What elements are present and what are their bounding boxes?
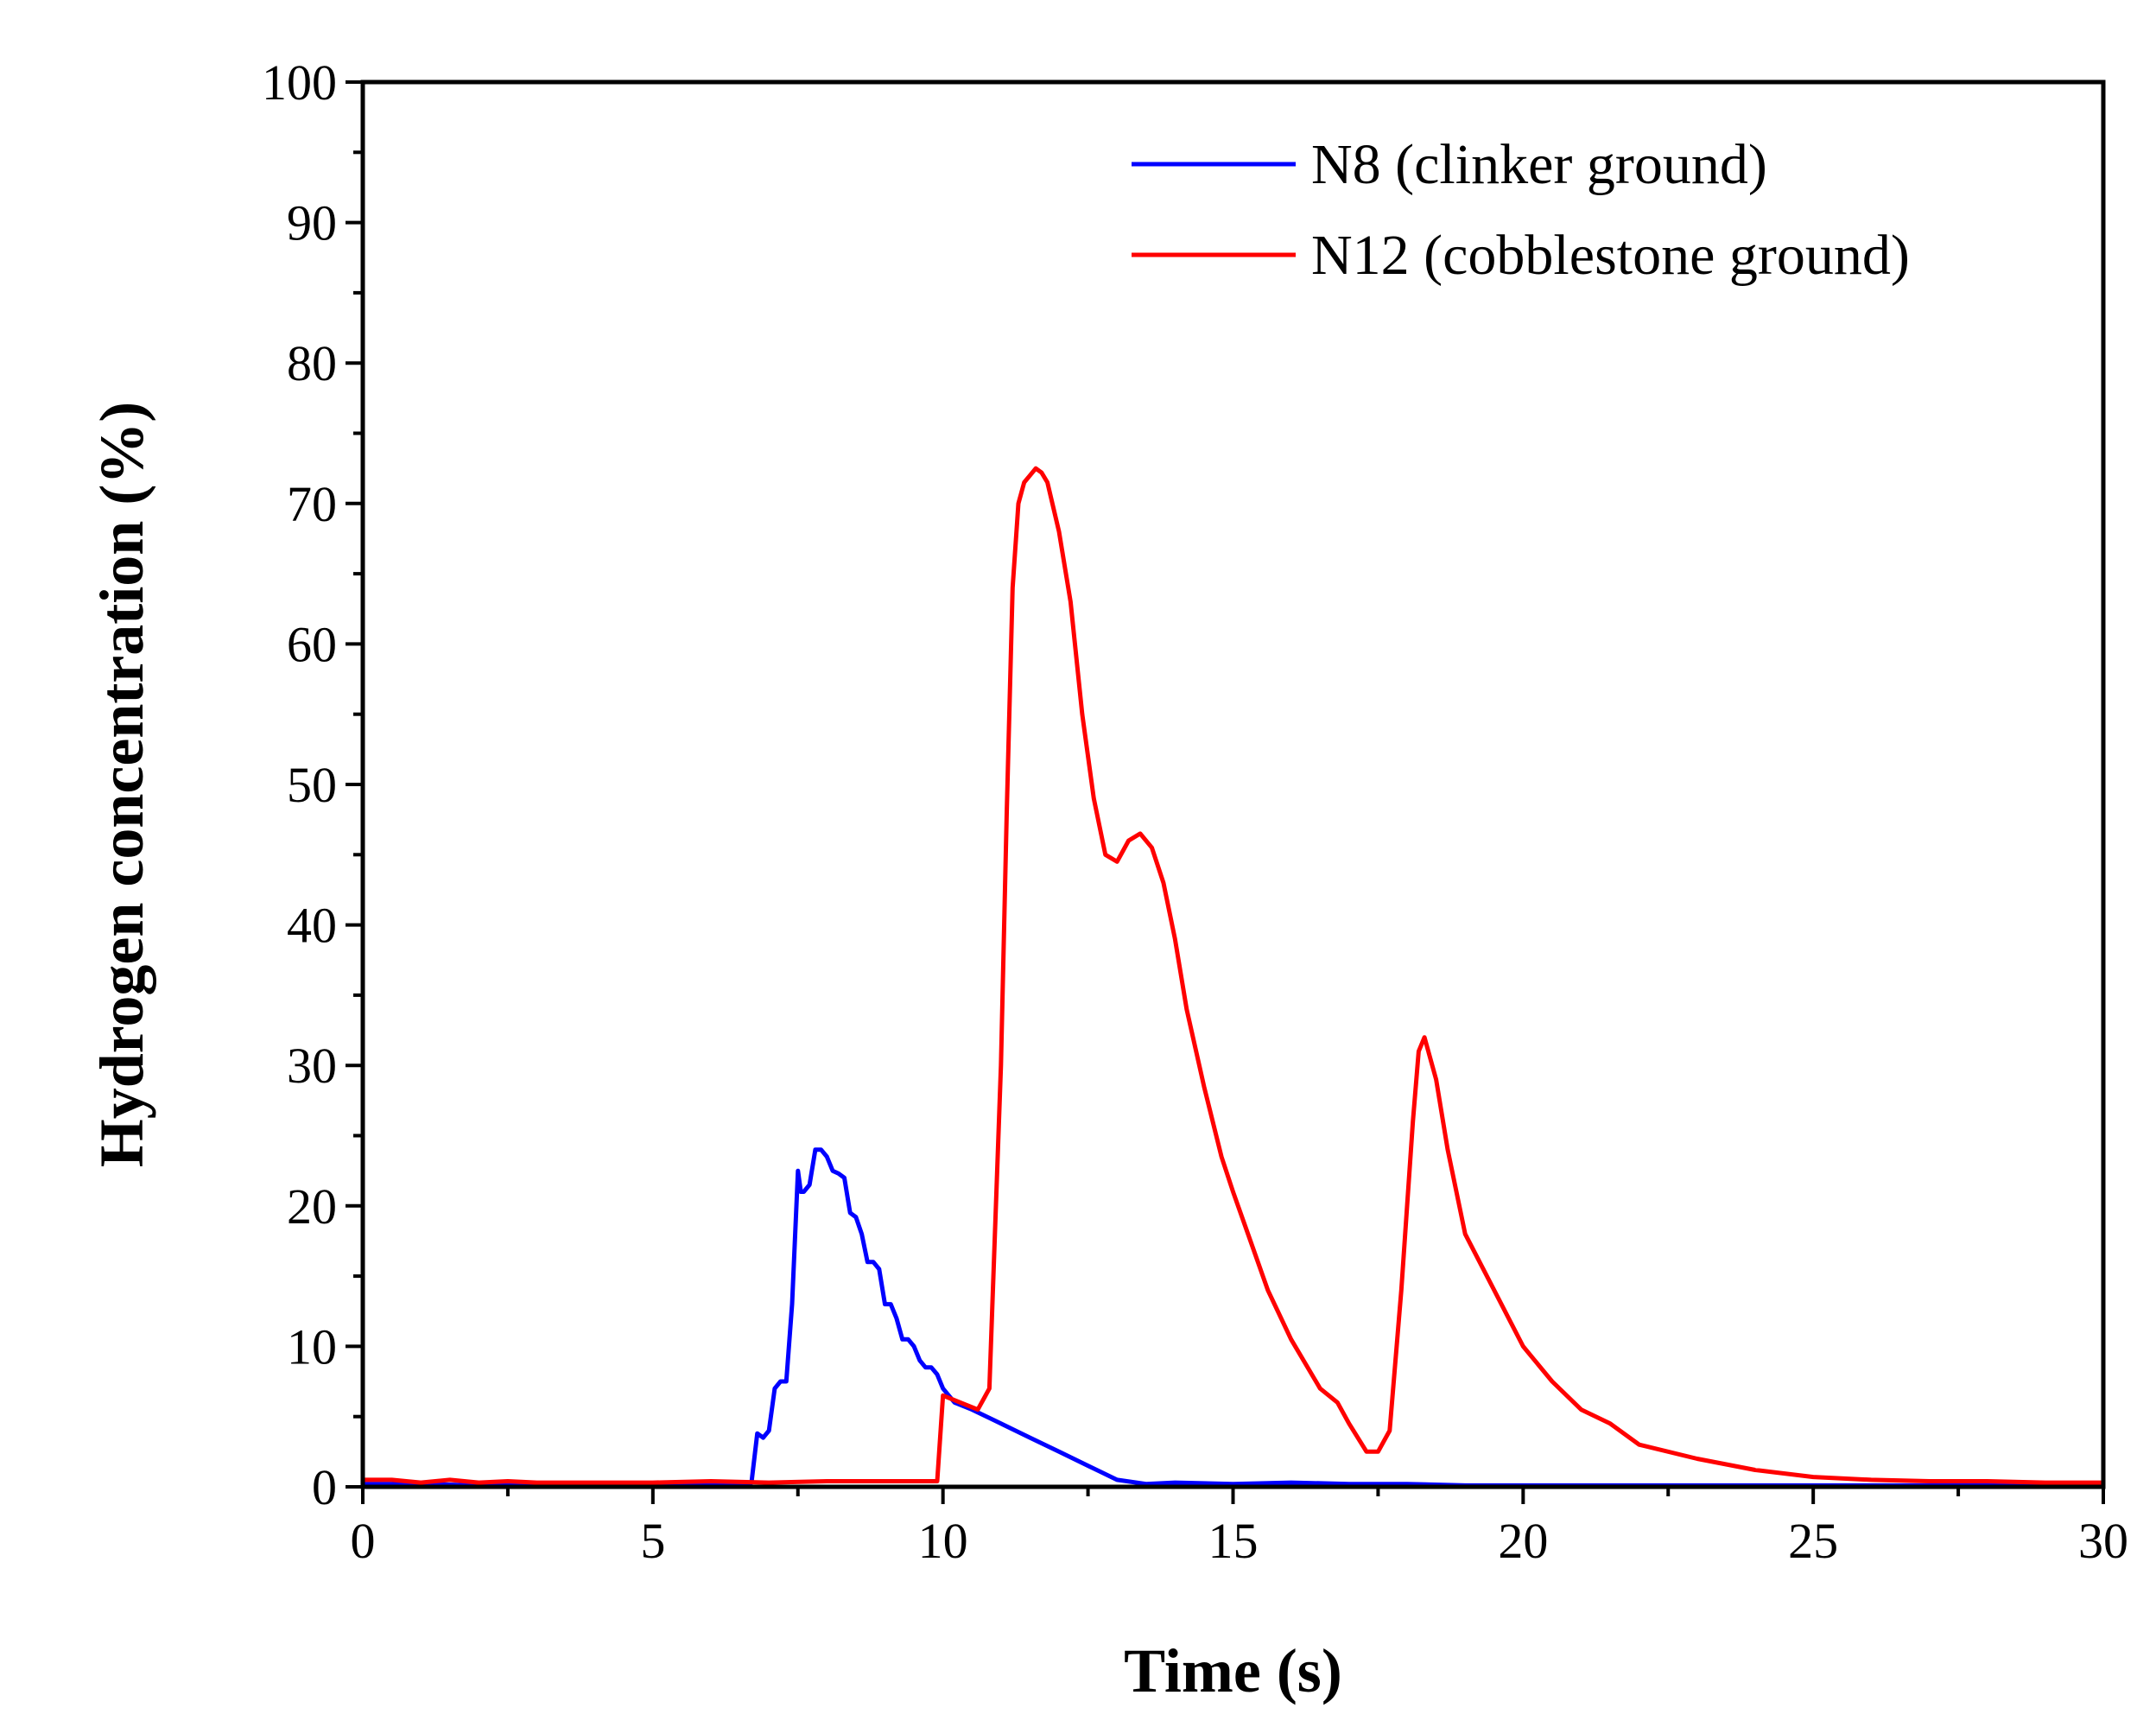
legend-label: N12 (cobblestone ground) [1311, 224, 1910, 287]
x-axis-title: Time (s) [1124, 1636, 1342, 1705]
x-axis: 0 5 10 15 20 25 30 [351, 1487, 2128, 1569]
y-tick-label: 50 [287, 757, 337, 813]
x-tick-label: 10 [918, 1513, 968, 1569]
series-line-1 [360, 1147, 2106, 1488]
legend-label: N8 (clinker ground) [1311, 133, 1767, 196]
x-tick-label: 0 [351, 1513, 376, 1569]
y-tick-label: 60 [287, 616, 337, 672]
plot-frame [360, 79, 2106, 1489]
y-tick-label: 90 [287, 195, 337, 251]
legend: N8 (clinker ground) N12 (cobblestone grou… [1132, 133, 1910, 287]
y-tick-label: 40 [287, 898, 337, 954]
y-tick-label: 70 [287, 476, 337, 532]
x-tick-label: 20 [1498, 1513, 1548, 1569]
plot-lines [360, 466, 2106, 1488]
y-axis-title: Hydrogen concentration (%) [87, 402, 156, 1168]
y-tick-label: 80 [287, 335, 337, 391]
y-tick-label: 20 [287, 1178, 337, 1235]
series-line-2 [360, 466, 2106, 1485]
x-tick-label: 25 [1788, 1513, 1838, 1569]
y-tick-label: 10 [287, 1318, 337, 1375]
x-tick-label: 30 [2078, 1513, 2128, 1569]
y-axis: 0 10 20 30 40 50 60 70 80 90 100 [262, 54, 363, 1515]
x-tick-label: 15 [1208, 1513, 1259, 1569]
y-tick-label: 0 [312, 1459, 337, 1515]
y-tick-label: 30 [287, 1038, 337, 1094]
y-tick-label: 100 [262, 54, 337, 111]
x-tick-label: 5 [640, 1513, 665, 1569]
